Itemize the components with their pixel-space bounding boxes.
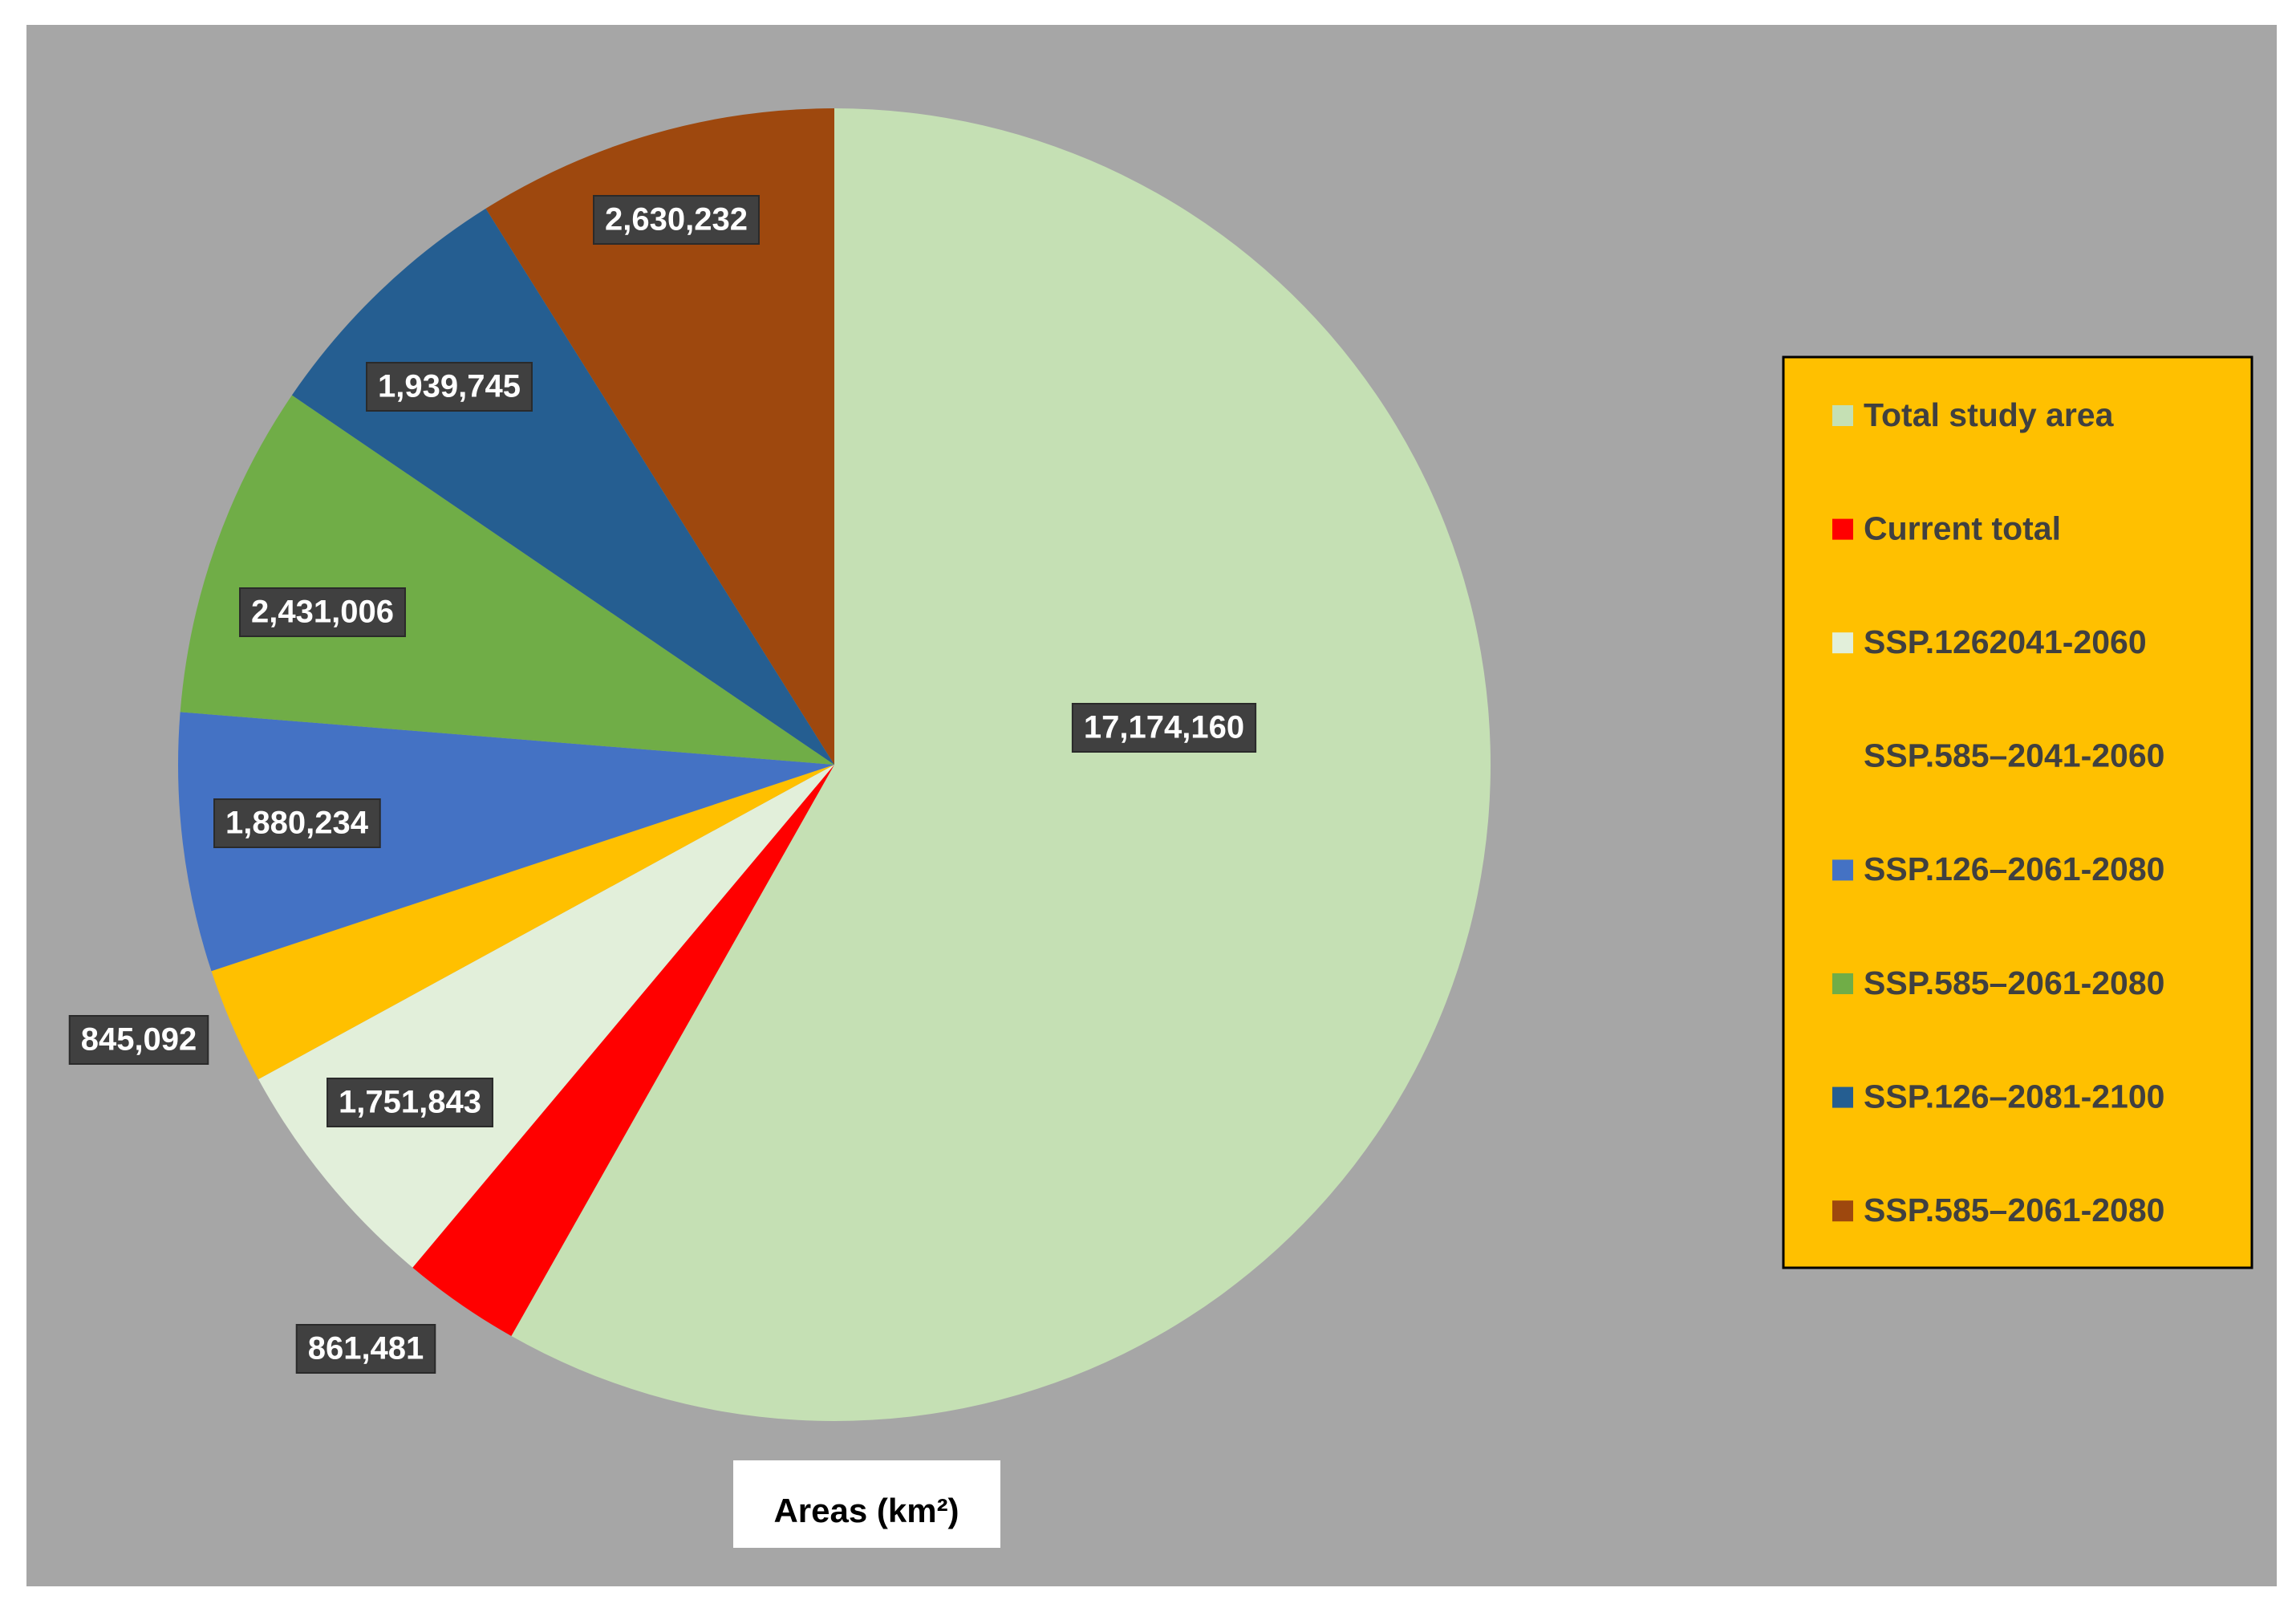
legend-marker [1832, 1086, 1853, 1108]
legend-label: SSP.126–2081-2100 [1864, 1078, 2164, 1115]
data-label-box [213, 798, 381, 848]
data-label-box [68, 1015, 209, 1065]
slice [177, 712, 835, 972]
data-label-box [593, 195, 760, 245]
slice [412, 765, 834, 1337]
pie [177, 108, 1491, 1421]
data-label: 2,431,006 [251, 595, 394, 630]
chart-title: Areas (km²) [773, 1492, 959, 1529]
data-label-box [366, 362, 533, 412]
data-label: 17,174,160 [1084, 710, 1244, 745]
title-box [733, 1460, 1000, 1548]
data-label: 1,939,745 [378, 369, 521, 404]
legend-marker [1832, 973, 1853, 994]
data-label: 861,481 [308, 1331, 424, 1366]
data-label: 1,751,843 [339, 1085, 481, 1120]
legend-label: Total study area [1864, 396, 2115, 433]
legend-label: SSP.126–2061-2080 [1864, 851, 2164, 887]
legend-label: SSP.585–2061-2080 [1864, 964, 2164, 1001]
data-label-box [295, 1324, 436, 1374]
data-label: 1,880,234 [225, 806, 369, 841]
slice [291, 208, 834, 765]
legend-label: SSP.585–2041-2060 [1864, 737, 2164, 774]
slice [258, 765, 834, 1268]
legend-marker [1832, 518, 1853, 540]
legend-marker [1832, 745, 1853, 767]
legend-marker [1832, 859, 1853, 881]
data-label-box [327, 1078, 493, 1127]
data-label: 2,630,232 [605, 202, 748, 238]
legend-marker [1832, 1200, 1853, 1222]
legend-label: SSP.585–2061-2080 [1864, 1192, 2164, 1228]
slice [180, 395, 834, 765]
data-labels: 17,174,160 861,481 1,751,843 845,092 1,880,2… [68, 195, 1257, 1374]
data-label-box [239, 587, 406, 637]
slice [211, 765, 834, 1080]
data-label: 845,092 [81, 1022, 197, 1058]
legend-marker [1832, 632, 1853, 654]
legend-entries: Total study area Current total SSP.1262041… [1832, 396, 2164, 1228]
data-label-box [1071, 703, 1257, 753]
legend [1782, 355, 2253, 1269]
slice [485, 108, 834, 765]
legend-label: Current total [1864, 510, 2061, 546]
slice [511, 108, 1491, 1421]
legend-marker [1832, 405, 1853, 426]
legend-label: SSP.1262041-2060 [1864, 623, 2147, 660]
